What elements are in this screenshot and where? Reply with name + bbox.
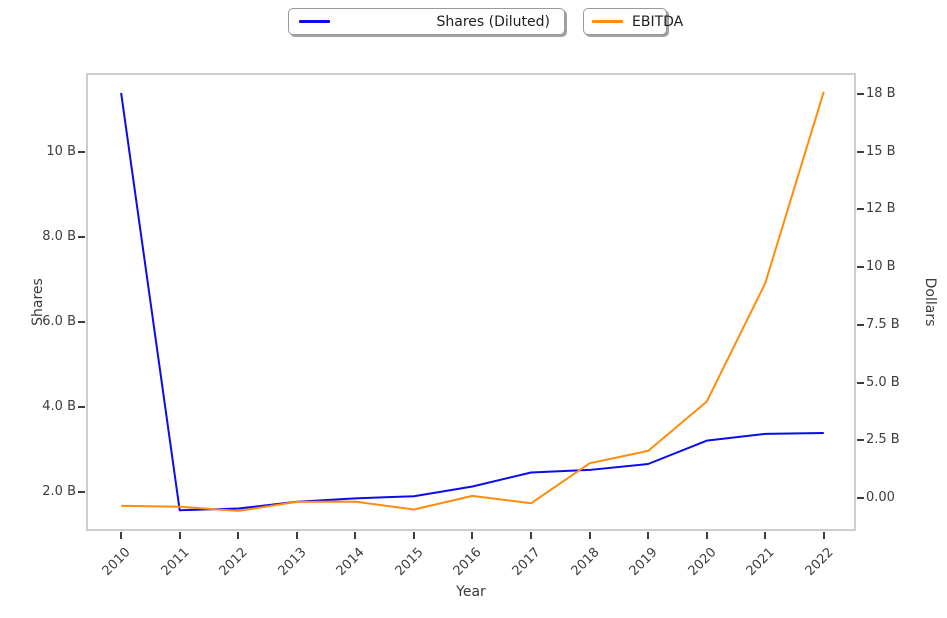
y-tick-right <box>857 381 864 384</box>
legend-ebitda: EBITDA <box>583 8 683 35</box>
y-tick-label-left: 4.0 B <box>42 398 76 414</box>
legend-line-swatch-ebitda <box>592 20 623 23</box>
x-tick <box>354 532 357 539</box>
y-tick-right <box>857 266 864 269</box>
x-tick-label: 2013 <box>275 545 310 580</box>
series-line-ebitda <box>121 91 825 512</box>
x-tick <box>412 532 415 539</box>
x-tick-label: 2014 <box>333 545 368 580</box>
y-tick-left <box>78 490 85 493</box>
x-tick <box>471 532 474 539</box>
x-tick <box>530 532 533 539</box>
y-tick-right <box>857 208 864 211</box>
x-tick-label: 2011 <box>158 545 193 580</box>
x-tick <box>764 532 767 539</box>
y-tick-label-right: 12 B <box>866 201 896 217</box>
y-tick-right <box>857 497 864 500</box>
y-tick-label-right: 5.0 B <box>866 374 900 390</box>
legend-label-ebitda: EBITDA <box>632 13 684 30</box>
series-line-shares-diluted- <box>120 92 824 512</box>
y-tick-right <box>857 93 864 96</box>
y-tick-label-right: 10 B <box>866 259 896 275</box>
y-tick-right <box>857 323 864 326</box>
y-tick-left <box>78 320 85 323</box>
y-tick-label-right: 0.00 <box>866 490 895 506</box>
y-tick-label-right: 7.5 B <box>866 316 900 332</box>
plot-area <box>86 73 856 531</box>
legend-label-shares: Shares (Diluted) <box>436 13 551 30</box>
x-tick-label: 2020 <box>685 545 720 580</box>
x-tick-label: 2010 <box>99 545 134 580</box>
x-tick <box>237 532 240 539</box>
x-axis-label: Year <box>456 584 486 600</box>
x-tick <box>295 532 298 539</box>
x-tick <box>705 532 708 539</box>
y-axis-label-right: Dollars <box>922 277 938 327</box>
x-tick-label: 2019 <box>626 545 661 580</box>
y-tick-label-left: 10 B <box>46 144 76 160</box>
y-tick-label-left: 2.0 B <box>42 483 76 499</box>
y-tick-label-left: 8.0 B <box>42 229 76 245</box>
y-tick-right <box>857 439 864 442</box>
y-tick-right <box>857 150 864 153</box>
legend-shares-diluted: Shares (Diluted) <box>288 8 565 35</box>
legend-line-swatch-shares <box>299 20 330 23</box>
y-tick-label-right: 15 B <box>866 143 896 159</box>
x-tick <box>822 532 825 539</box>
x-tick <box>647 532 650 539</box>
y-tick-label-right: 18 B <box>866 86 896 102</box>
y-tick-left <box>78 151 85 154</box>
y-tick-left <box>78 405 85 408</box>
line-chart-canvas <box>120 91 825 512</box>
y-axis-label-left: Shares <box>30 278 46 326</box>
y-tick-label-right: 2.5 B <box>866 432 900 448</box>
x-tick <box>120 532 123 539</box>
x-tick <box>588 532 591 539</box>
x-tick <box>178 532 181 539</box>
x-tick-label: 2022 <box>802 545 837 580</box>
y-tick-label-left: 6.0 B <box>42 313 76 329</box>
x-tick-label: 2012 <box>216 545 251 580</box>
x-tick-label: 2021 <box>743 545 778 580</box>
y-tick-left <box>78 236 85 239</box>
